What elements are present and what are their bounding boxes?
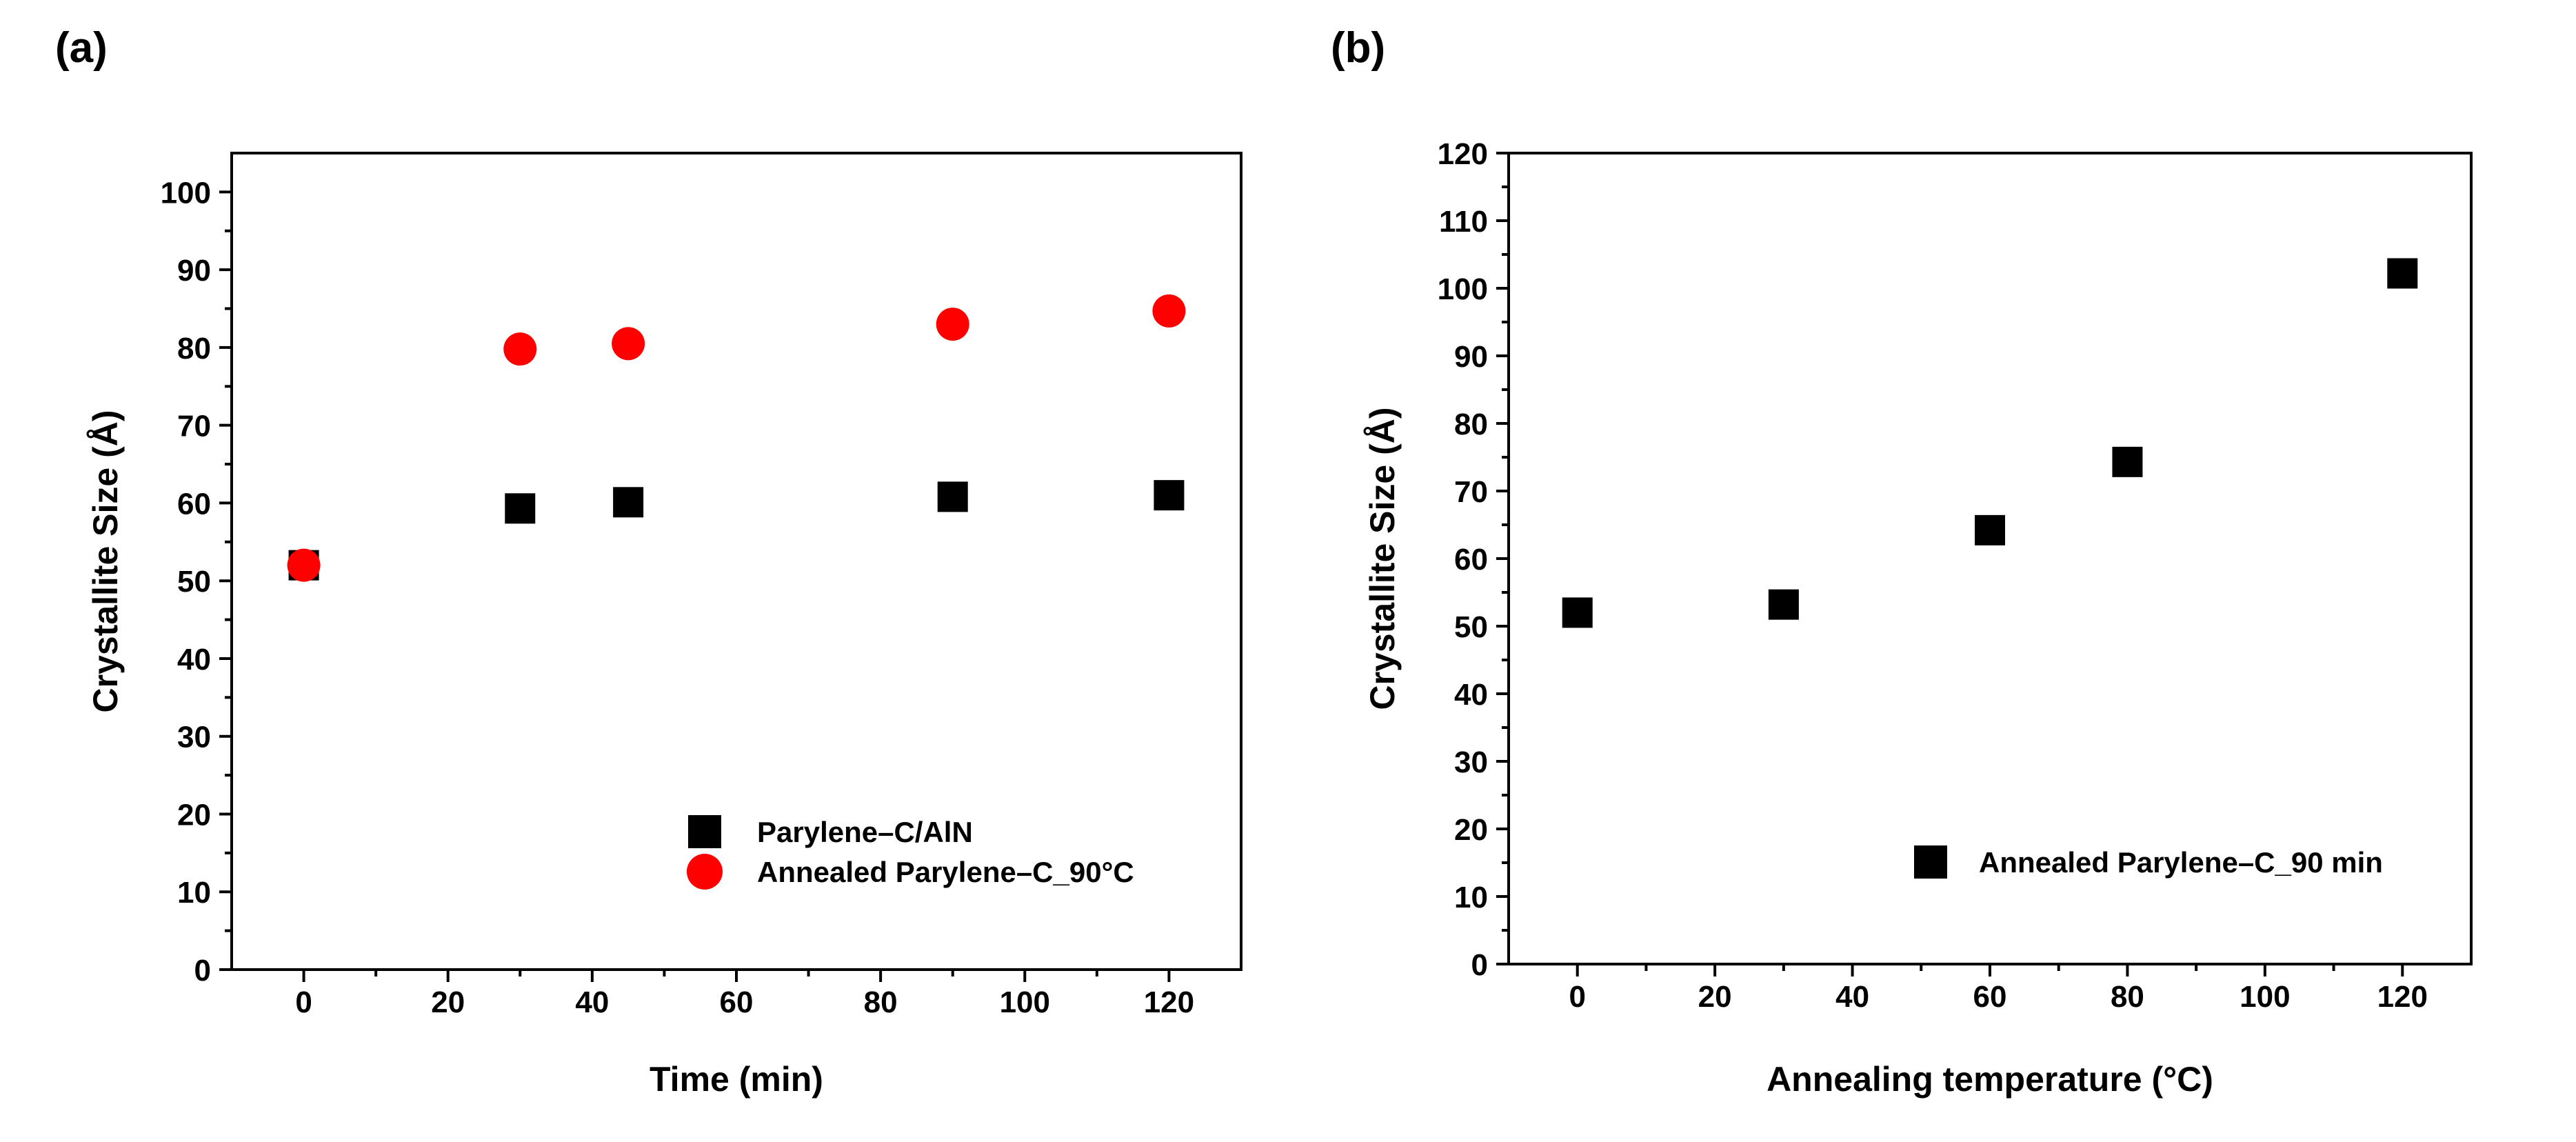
y-tick-label: 50 bbox=[1454, 610, 1488, 644]
y-tick-label: 70 bbox=[1454, 475, 1488, 509]
legend-label: Annealed Parylene–C_90°C bbox=[757, 856, 1134, 888]
panel-label: (b) bbox=[1331, 24, 1385, 72]
x-tick-label: 120 bbox=[2377, 980, 2428, 1014]
x-tick-label: 40 bbox=[575, 985, 609, 1019]
legend-marker bbox=[1914, 845, 1947, 879]
y-axis-label: Crystallite Size (Å) bbox=[1363, 407, 1402, 710]
x-tick-label: 100 bbox=[1000, 985, 1050, 1019]
y-tick-label: 50 bbox=[177, 565, 211, 599]
panel-b: (b) 0 20 40 60 80 100 120 0 10 20 30 40 50 60 70 80 90 100… bbox=[1331, 24, 2473, 1099]
y-tick-label: 110 bbox=[1439, 205, 1488, 239]
plot-frame bbox=[230, 152, 1242, 971]
y-tick-label: 100 bbox=[1438, 272, 1488, 306]
y-tick-label: 0 bbox=[1471, 948, 1488, 982]
x-tick-label: 20 bbox=[1698, 980, 1732, 1014]
x-tick-label: 40 bbox=[1835, 980, 1869, 1014]
y-tick-label: 90 bbox=[1454, 340, 1488, 374]
legend-marker bbox=[688, 815, 721, 848]
data-point-1 bbox=[2387, 258, 2418, 289]
legend-marker bbox=[687, 854, 723, 890]
x-axis-label: Annealing temperature (°C) bbox=[1767, 1060, 2213, 1099]
y-tick-label: 40 bbox=[1454, 678, 1488, 712]
data-point-1 bbox=[1975, 514, 2005, 545]
data-point-1 bbox=[2112, 446, 2143, 477]
data-point-2 bbox=[936, 308, 969, 341]
data-point-2 bbox=[287, 548, 321, 582]
data-point-1 bbox=[505, 493, 536, 524]
data-point-1 bbox=[1768, 589, 1799, 620]
data-point-1 bbox=[613, 487, 644, 518]
data-point-1 bbox=[1154, 480, 1185, 511]
legend-label: Parylene–C/AlN bbox=[757, 816, 973, 848]
data-point-2 bbox=[612, 327, 645, 361]
y-tick-label: 100 bbox=[161, 176, 211, 210]
y-tick-label: 120 bbox=[1438, 137, 1488, 171]
x-tick-label: 120 bbox=[1144, 985, 1194, 1019]
y-tick-label: 10 bbox=[1454, 881, 1488, 914]
y-tick-label: 10 bbox=[177, 876, 211, 910]
data-point-2 bbox=[1152, 294, 1186, 328]
x-tick-label: 60 bbox=[720, 985, 754, 1019]
panel-a: (a) 0 20 40 60 80 100 120 0 10 20 30 40 50 60 70 80 90 100… bbox=[55, 24, 1242, 1099]
y-tick-label: 60 bbox=[177, 487, 211, 521]
y-tick-label: 20 bbox=[177, 798, 211, 832]
panel-label: (a) bbox=[55, 24, 108, 72]
y-tick-label: 20 bbox=[1454, 813, 1488, 847]
x-tick-label: 80 bbox=[2111, 980, 2144, 1014]
plot-frame bbox=[1507, 152, 2473, 965]
data-point-1 bbox=[937, 481, 968, 512]
y-tick-label: 60 bbox=[1454, 543, 1488, 577]
y-tick-label: 40 bbox=[177, 643, 211, 677]
y-tick-label: 70 bbox=[177, 410, 211, 443]
x-tick-label: 60 bbox=[1973, 980, 2007, 1014]
y-tick-label: 80 bbox=[177, 332, 211, 365]
y-tick-label: 0 bbox=[194, 954, 211, 988]
y-tick-label: 30 bbox=[1454, 745, 1488, 779]
x-tick-label: 80 bbox=[864, 985, 898, 1019]
y-tick-label: 90 bbox=[177, 254, 211, 288]
y-tick-label: 30 bbox=[177, 721, 211, 754]
data-point-1 bbox=[1562, 597, 1593, 628]
data-point-2 bbox=[503, 332, 537, 366]
x-tick-label: 20 bbox=[431, 985, 465, 1019]
legend-label: Annealed Parylene–C_90 min bbox=[1979, 846, 2383, 879]
x-axis-label: Time (min) bbox=[650, 1060, 823, 1099]
y-axis-label: Crystallite Size (Å) bbox=[86, 410, 125, 712]
y-tick-label: 80 bbox=[1454, 408, 1488, 441]
x-tick-label: 0 bbox=[295, 985, 312, 1019]
x-tick-label: 100 bbox=[2240, 980, 2290, 1014]
x-tick-label: 0 bbox=[1569, 980, 1585, 1014]
